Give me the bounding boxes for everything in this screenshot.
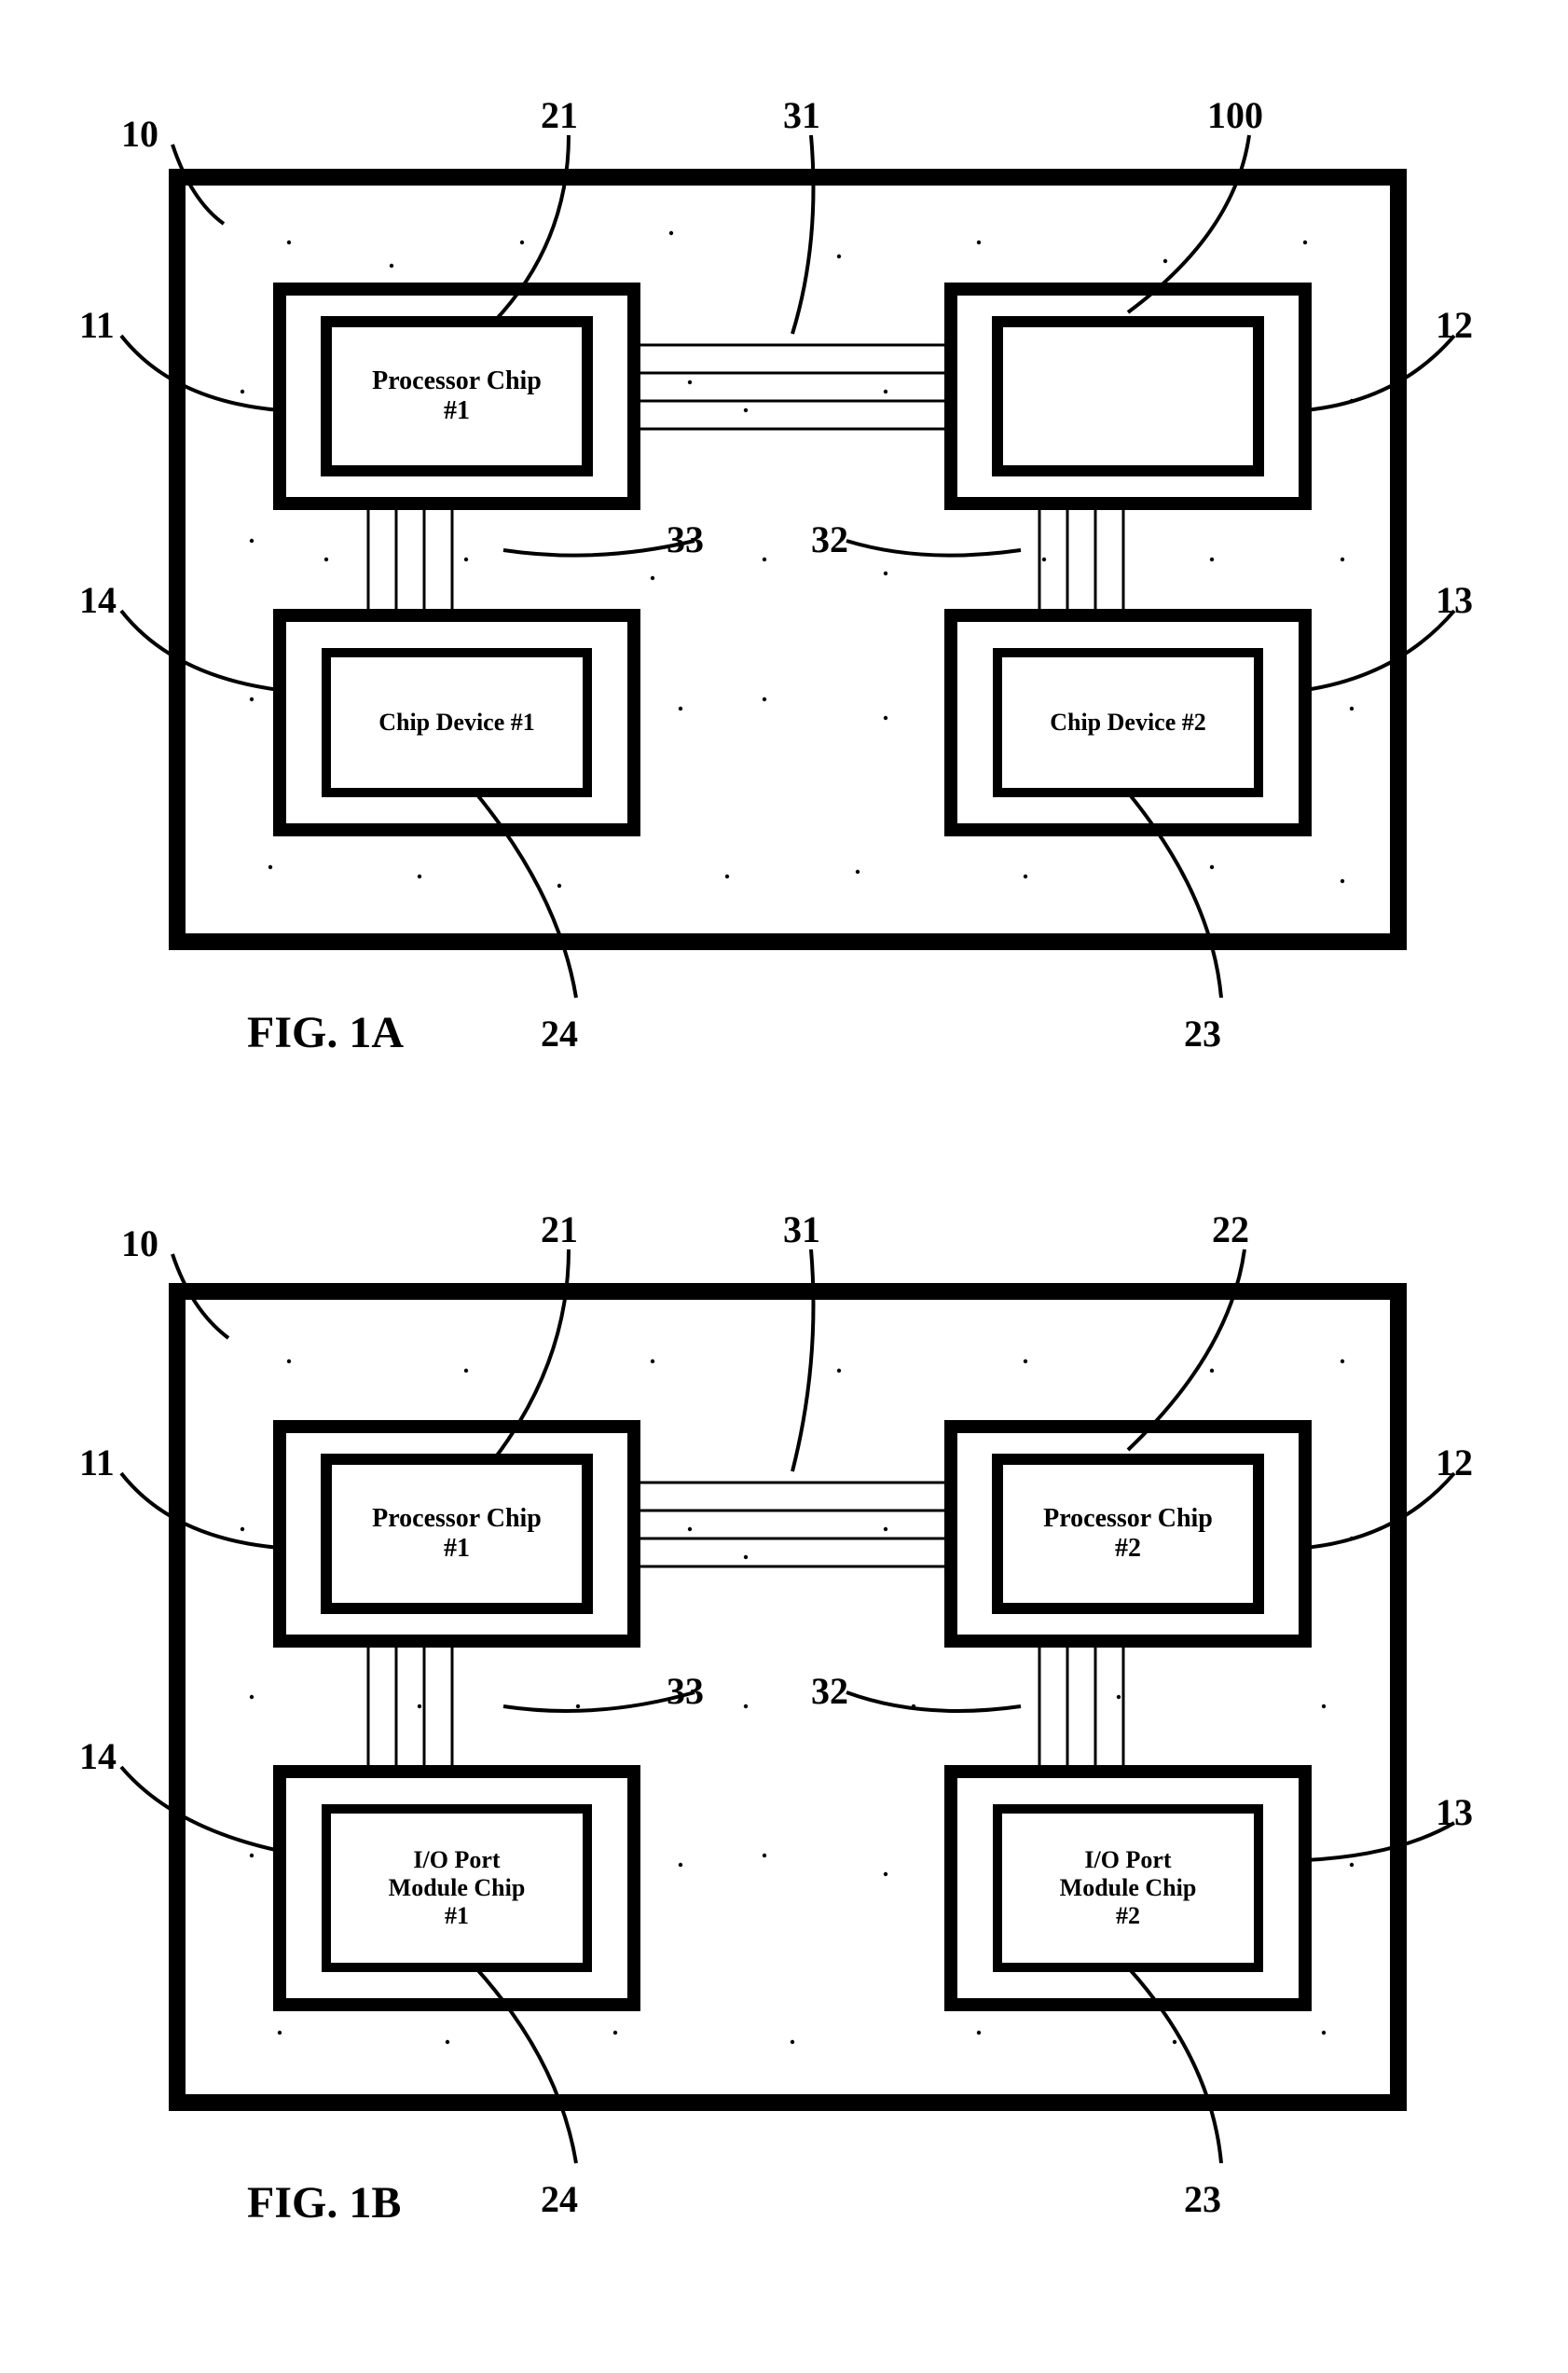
ref-num-24: 24 [541, 2177, 578, 2221]
chip-label-c24b: I/O Port Module Chip #1 [326, 1809, 587, 1967]
ref-num-11: 11 [79, 1441, 115, 1484]
ref-num-33: 33 [667, 517, 704, 561]
chip-label-c21b: Processor Chip #1 [326, 1459, 587, 1608]
figure-b-label: FIG. 1B [247, 2177, 401, 2228]
chip-label-c23b: I/O Port Module Chip #2 [997, 1809, 1259, 1967]
page: FIG. 1A FIG. 1B Processor Chip #1 Chip De… [0, 0, 1568, 2373]
ref-num-12: 12 [1436, 1441, 1473, 1484]
ref-num-32: 32 [811, 517, 848, 561]
chip-label-c100 [997, 322, 1259, 471]
ref-num-13: 13 [1436, 1790, 1473, 1834]
ref-num-11: 11 [79, 303, 115, 347]
ref-num-31: 31 [783, 1207, 820, 1251]
ref-num-14: 14 [79, 578, 117, 622]
chip-label-c21: Processor Chip #1 [326, 322, 587, 471]
ref-num-21: 21 [541, 1207, 578, 1251]
ref-num-10: 10 [121, 112, 158, 156]
ref-num-12: 12 [1436, 303, 1473, 347]
chip-label-c23: Chip Device #2 [997, 653, 1259, 793]
ref-num-22: 22 [1212, 1207, 1249, 1251]
ref-num-13: 13 [1436, 578, 1473, 622]
chip-label-c24: Chip Device #1 [326, 653, 587, 793]
ref-num-23: 23 [1184, 1012, 1221, 1055]
ref-num-14: 14 [79, 1734, 117, 1778]
ref-num-10: 10 [121, 1221, 158, 1265]
ref-num-32: 32 [811, 1669, 848, 1713]
ref-num-21: 21 [541, 93, 578, 137]
ref-num-100: 100 [1207, 93, 1263, 137]
ref-num-31: 31 [783, 93, 820, 137]
figure-a-label: FIG. 1A [247, 1007, 404, 1058]
ref-num-24: 24 [541, 1012, 578, 1055]
ref-num-33: 33 [667, 1669, 704, 1713]
ref-num-23: 23 [1184, 2177, 1221, 2221]
chip-label-c22b: Processor Chip #2 [997, 1459, 1259, 1608]
diagram-svg [0, 0, 1568, 2373]
